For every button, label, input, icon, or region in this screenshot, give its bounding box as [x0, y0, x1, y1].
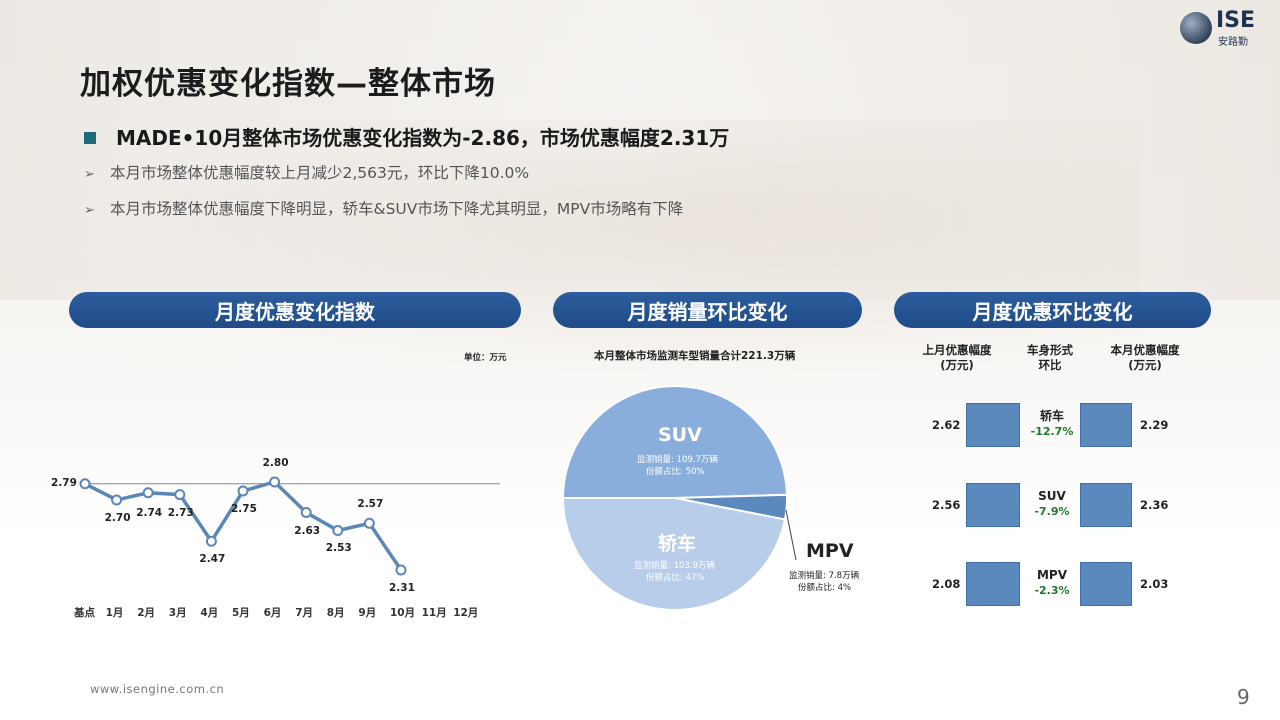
bullet-text: 本月市场整体优惠幅度下降明显，轿车&SUV市场下降尤其明显，MPV市场略有下降: [110, 200, 684, 218]
pie-label-mpv: MPV: [806, 540, 854, 562]
pie-detail-sedan-share: 份额占比: 47%: [646, 573, 705, 583]
x-tick-label: 11月: [421, 607, 447, 619]
x-tick-label: 9月: [358, 607, 377, 619]
cur-value: 2.29: [1140, 418, 1169, 432]
pie-label-sedan: 轿车: [658, 533, 697, 555]
sales-pie-chart: [561, 385, 797, 611]
x-tick-label: 8月: [326, 607, 345, 619]
index-data-point: [205, 535, 217, 547]
pie-slice-轿车: [561, 497, 787, 611]
index-data-point: [269, 476, 281, 488]
x-tick-label: 基点: [74, 607, 95, 619]
background-car-image: [90, 120, 1140, 380]
logo-globe-icon: [1180, 12, 1212, 44]
x-tick-label: 1月: [105, 607, 124, 619]
data-label: 2.31: [389, 582, 415, 594]
panel-header-sales: 月度销量环比变化: [553, 292, 862, 328]
data-label: 2.80: [262, 457, 289, 469]
unit-label: 单位：万元: [464, 353, 507, 363]
body-type-change: -12.7%: [1030, 425, 1074, 438]
x-tick-label: 4月: [200, 607, 219, 619]
prev-bar: [966, 483, 1020, 527]
body-type-name: SUV: [1038, 489, 1066, 503]
body-type-cell: 轿车 -12.7%: [1022, 408, 1082, 440]
x-tick-label: 7月: [295, 607, 313, 619]
cur-bar: [1080, 403, 1132, 447]
pie-label-suv: SUV: [658, 424, 702, 446]
data-label: 2.63: [294, 524, 321, 537]
pie-detail-suv-share: 份额占比: 50%: [646, 467, 705, 477]
pie-detail-mpv-share: 份额占比: 4%: [798, 583, 852, 593]
key-heading: MADE•10月整体市场优惠变化指数为-2.86，市场优惠幅度2.31万: [84, 122, 729, 151]
ise-logo: ISE 安路勤: [1180, 8, 1272, 48]
prev-value: 2.62: [932, 418, 961, 432]
arrow-bullet-icon: ➢: [84, 167, 95, 182]
index-data-point: [395, 564, 407, 576]
index-data-point: [174, 489, 186, 501]
mpv-leader-line: [785, 509, 797, 561]
prev-value: 2.56: [932, 498, 961, 512]
data-label: 2.47: [199, 553, 226, 566]
pie-note: 本月整体市场监测车型销量合计221.3万辆: [594, 350, 796, 362]
body-type-name: MPV: [1036, 568, 1068, 582]
x-tick-label: 2月: [137, 607, 155, 619]
index-data-point: [237, 485, 249, 497]
index-data-point: [363, 517, 375, 529]
cur-value: 2.03: [1140, 577, 1169, 591]
panel-header-index: 月度优惠变化指数: [69, 292, 521, 328]
cur-value: 2.36: [1140, 498, 1169, 512]
index-data-point: [300, 507, 312, 519]
x-tick-label: 10月: [390, 607, 416, 619]
pie-detail-suv-volume: 监测销量: 109.7万辆: [637, 455, 718, 465]
logo-subtext: 安路勤: [1218, 37, 1248, 48]
index-line-chart: [79, 476, 500, 576]
index-data-point: [111, 494, 123, 506]
body-type-cell: MPV -2.3%: [1022, 567, 1082, 599]
data-label: 2.70: [104, 511, 131, 524]
data-label: 2.57: [357, 498, 384, 511]
data-label: 2.79: [51, 476, 77, 489]
index-data-point: [79, 478, 91, 490]
arrow-bullet-icon: ➢: [84, 203, 95, 218]
index-data-point: [142, 487, 154, 499]
x-tick-label: 5月: [232, 607, 250, 619]
x-tick-label: 6月: [263, 607, 282, 619]
panel-header-discount: 月度优惠环比变化: [894, 292, 1211, 328]
x-tick-label: 12月: [453, 607, 479, 619]
data-label: 2.73: [167, 506, 194, 519]
header-cur-discount: 本月优惠幅度 (万元): [1110, 343, 1180, 372]
prev-value: 2.08: [932, 577, 961, 591]
body-type-cell: SUV -7.9%: [1022, 488, 1082, 520]
bullet-item: ➢ 本月市场整体优惠幅度下降明显，轿车&SUV市场下降尤其明显，MPV市场略有下降: [84, 197, 683, 219]
page-number: 9: [1237, 685, 1250, 709]
index-data-point: [332, 524, 344, 536]
prev-bar: [966, 562, 1020, 606]
logo-text: ISE: [1216, 8, 1256, 33]
key-heading-text: MADE•10月整体市场优惠变化指数为-2.86，市场优惠幅度2.31万: [116, 126, 730, 150]
cur-bar: [1080, 483, 1132, 527]
x-tick-label: 3月: [168, 607, 187, 619]
data-label: 2.74: [136, 506, 163, 519]
data-label: 2.75: [231, 502, 257, 515]
header-body-type: 车身形式 环比: [1027, 343, 1073, 372]
data-label: 2.53: [325, 542, 352, 555]
pie-detail-sedan-volume: 监测销量: 103.9万辆: [634, 561, 715, 571]
cur-bar: [1080, 562, 1132, 606]
page-title: 加权优惠变化指数—整体市场: [80, 66, 496, 102]
body-type-change: -2.3%: [1034, 584, 1070, 597]
footer-url[interactable]: www.isengine.com.cn: [90, 682, 225, 696]
body-type-change: -7.9%: [1034, 505, 1070, 518]
prev-bar: [966, 403, 1020, 447]
bullet-text: 本月市场整体优惠幅度较上月减少2,563元，环比下降10.0%: [110, 164, 530, 182]
square-bullet-icon: [84, 131, 96, 144]
pie-detail-mpv-volume: 监测销量: 7.8万辆: [789, 571, 860, 581]
header-prev-discount: 上月优惠幅度 (万元): [922, 343, 992, 372]
bullet-item: ➢ 本月市场整体优惠幅度较上月减少2,563元，环比下降10.0%: [84, 161, 529, 183]
body-type-name: 轿车: [1039, 409, 1064, 423]
pie-slice-SUV: [561, 385, 788, 499]
